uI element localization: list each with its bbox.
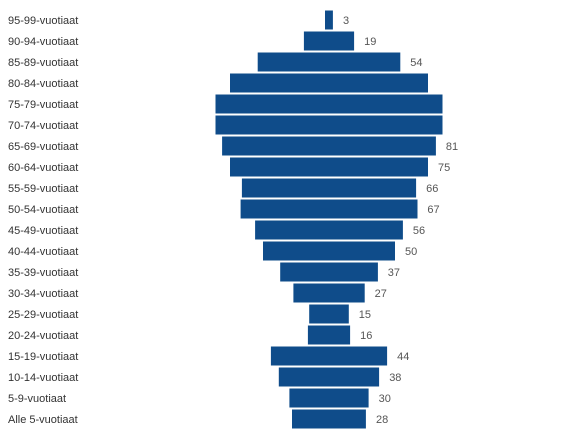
category-labels: 95-99-vuotiaat 90-94-vuotiaat 85-89-vuotia…: [8, 15, 78, 426]
category-label: 5-9-vuotiaat: [8, 393, 66, 405]
bar-10-14-vuotiaat: [278, 367, 380, 387]
category-label: 40-44-vuotiaat: [8, 246, 78, 258]
bar-95-99-vuotiaat: [325, 10, 333, 30]
bar-65-69-vuotiaat: [222, 136, 436, 156]
value-label: 81: [446, 141, 458, 153]
bar-30-34-vuotiaat: [293, 283, 365, 303]
bar-90-94-vuotiaat: [303, 31, 355, 51]
category-label: Alle 5-vuotiaat: [8, 414, 78, 426]
value-label: 37: [388, 267, 400, 279]
bar-60-64-vuotiaat: [230, 157, 428, 177]
bar-45-49-vuotiaat: [255, 220, 403, 240]
category-label: 65-69-vuotiaat: [8, 141, 78, 153]
category-label: 60-64-vuotiaat: [8, 162, 78, 174]
category-label: 70-74-vuotiaat: [8, 120, 78, 132]
bar-15-19-vuotiaat: [270, 346, 388, 366]
value-label: 67: [427, 204, 439, 216]
category-label: 25-29-vuotiaat: [8, 309, 78, 321]
category-label: 15-19-vuotiaat: [8, 351, 78, 363]
value-label: 15: [359, 309, 371, 321]
value-label: 54: [410, 57, 422, 69]
bar-25-29-vuotiaat: [309, 304, 349, 324]
bar-35-39-vuotiaat: [280, 262, 378, 282]
category-label: 30-34-vuotiaat: [8, 288, 78, 300]
bar-40-44-vuotiaat: [263, 241, 395, 261]
value-label: 28: [376, 414, 388, 426]
category-label: 20-24-vuotiaat: [8, 330, 78, 342]
value-label: 3: [343, 15, 349, 27]
category-label: 85-89-vuotiaat: [8, 57, 78, 69]
category-label: 55-59-vuotiaat: [8, 183, 78, 195]
bar-70-74-vuotiaat: [215, 115, 443, 135]
category-label: 35-39-vuotiaat: [8, 267, 78, 279]
bar-80-84-vuotiaat: [230, 73, 428, 93]
value-label: 75: [438, 162, 450, 174]
bar-alle-5-vuotiaat: [292, 409, 366, 429]
bar-5-9-vuotiaat: [289, 388, 369, 408]
category-label: 50-54-vuotiaat: [8, 204, 78, 216]
bar-50-54-vuotiaat: [240, 199, 418, 219]
category-label: 45-49-vuotiaat: [8, 225, 78, 237]
value-label: 27: [375, 288, 387, 300]
category-label: 75-79-vuotiaat: [8, 99, 78, 111]
value-label: 16: [360, 330, 372, 342]
bar-20-24-vuotiaat: [307, 325, 351, 345]
value-label: 56: [413, 225, 425, 237]
value-label: 30: [379, 393, 391, 405]
bar-85-89-vuotiaat: [257, 52, 401, 72]
value-label: 66: [426, 183, 438, 195]
value-label: 38: [389, 372, 401, 384]
bar-75-79-vuotiaat: [215, 94, 443, 114]
bars-layer: [215, 10, 443, 429]
category-label: 90-94-vuotiaat: [8, 36, 78, 48]
category-label: 10-14-vuotiaat: [8, 372, 78, 384]
category-label: 95-99-vuotiaat: [8, 15, 78, 27]
category-label: 80-84-vuotiaat: [8, 78, 78, 90]
value-label: 44: [397, 351, 409, 363]
value-label: 19: [364, 36, 376, 48]
value-label: 50: [405, 246, 417, 258]
bar-55-59-vuotiaat: [241, 178, 417, 198]
